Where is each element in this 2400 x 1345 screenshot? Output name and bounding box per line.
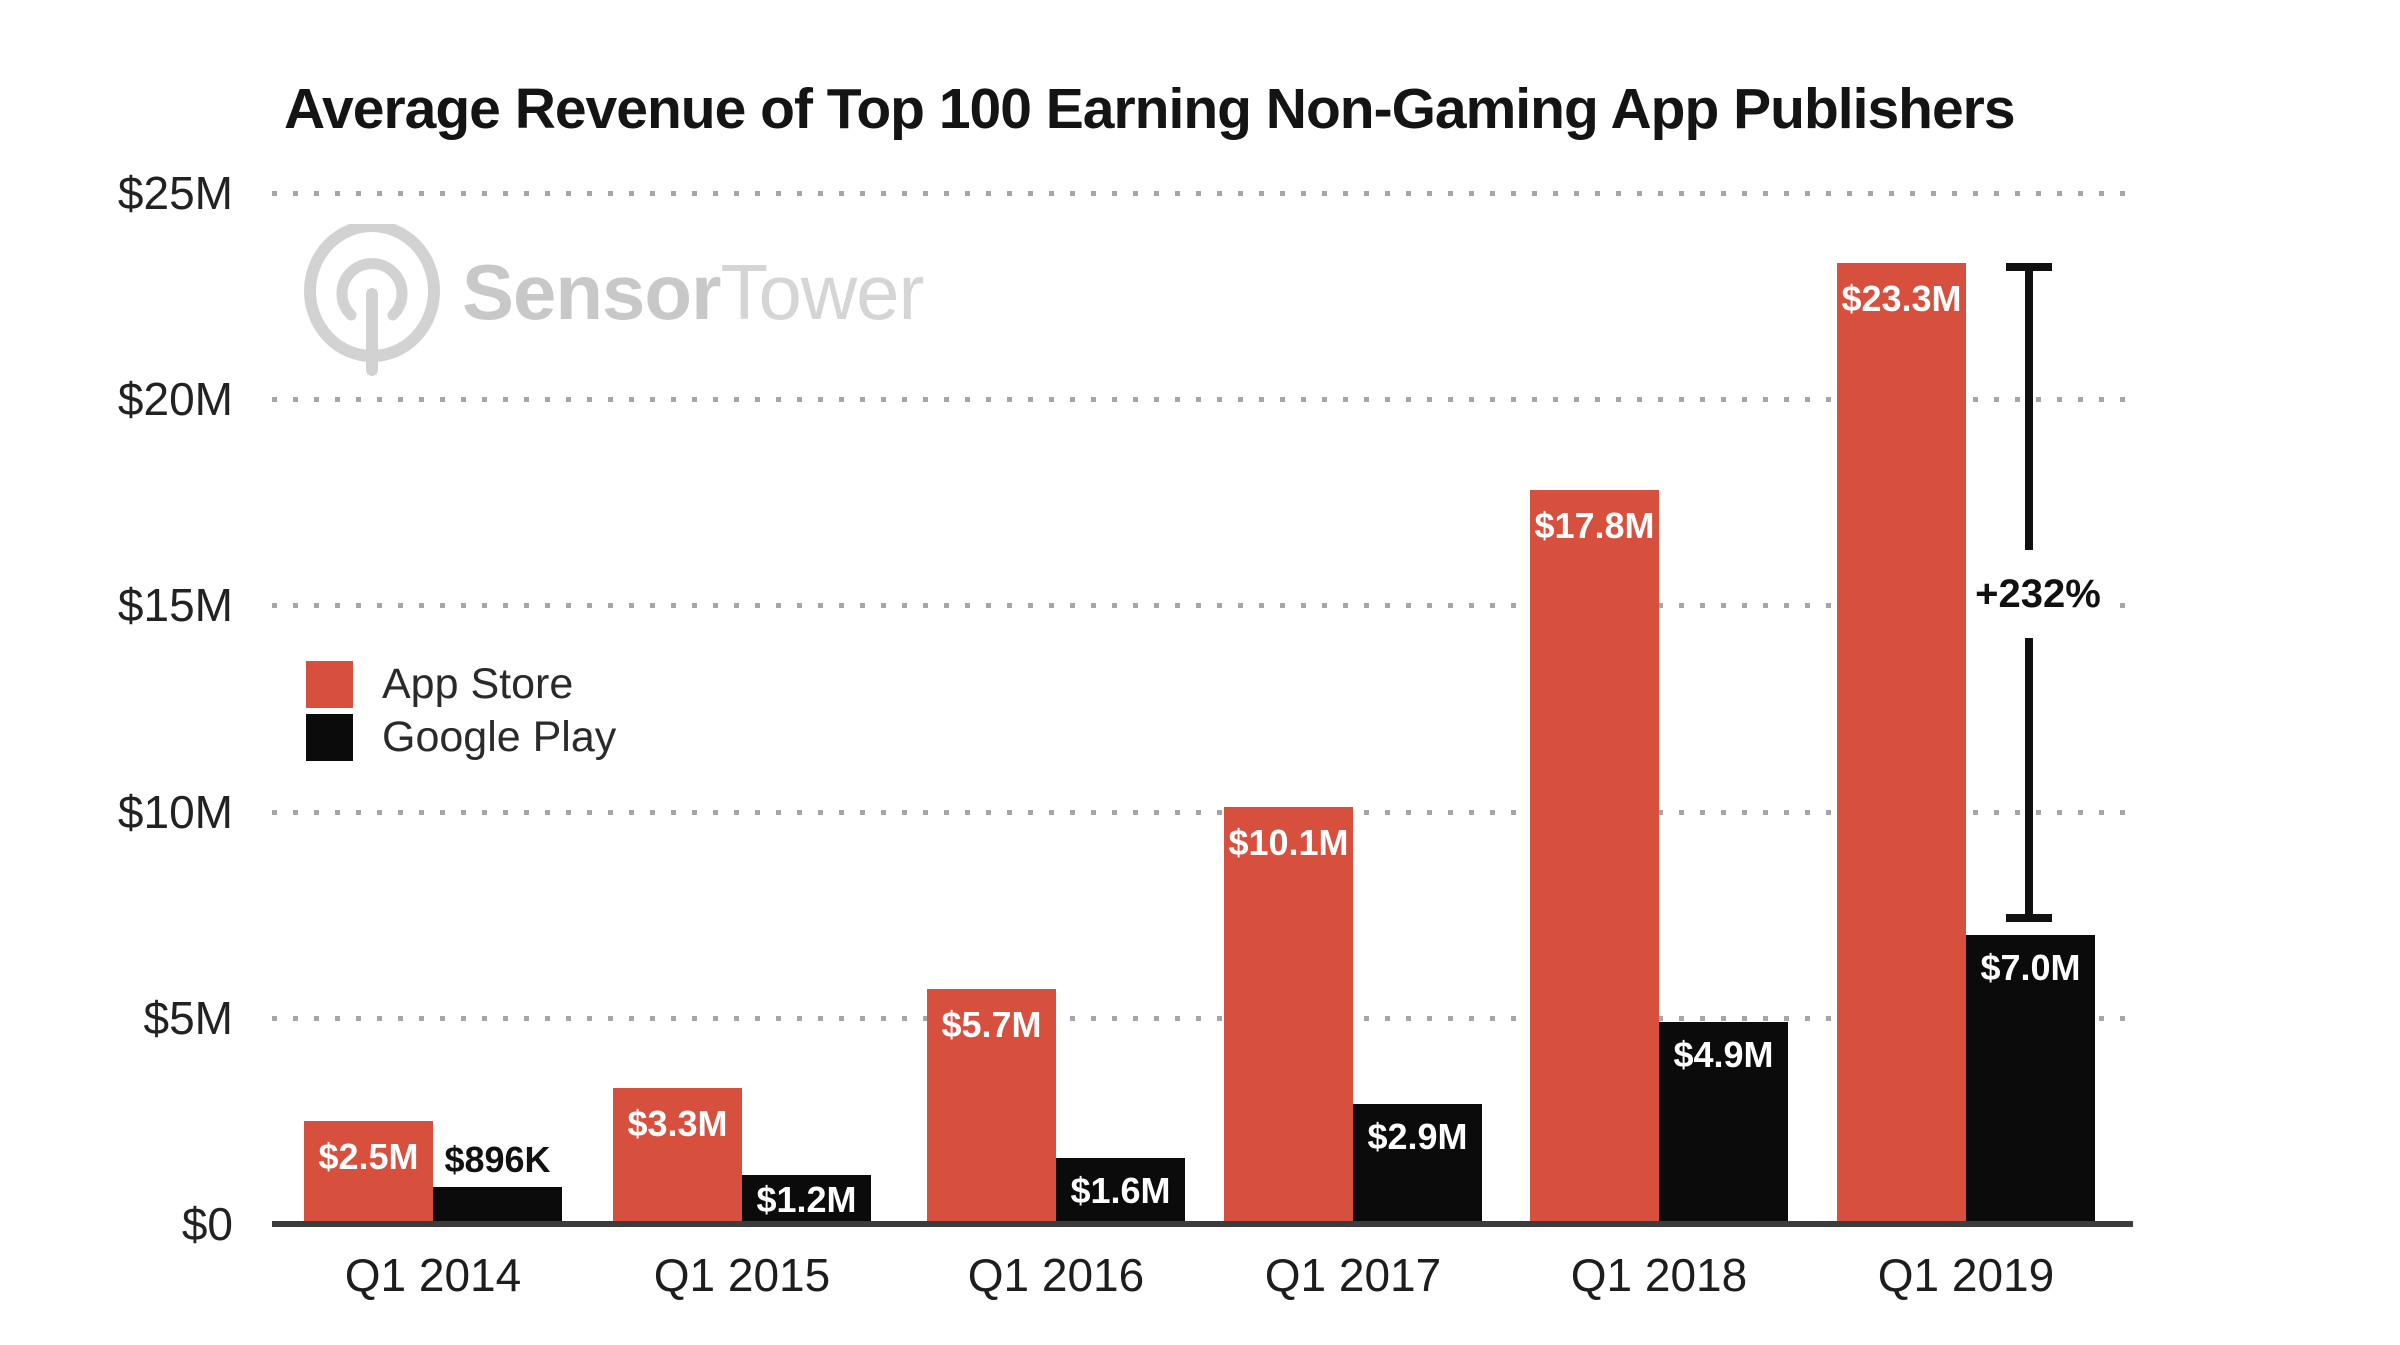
x-tick-label: Q1 2016 — [967, 1249, 1145, 1301]
bar-value-label: $1.6M — [1070, 1170, 1171, 1212]
x-axis-line — [272, 1221, 2133, 1227]
bar-app-store — [304, 1120, 433, 1224]
bar-app-store — [1224, 807, 1353, 1224]
legend: App Store Google Play — [306, 660, 617, 761]
sensortower-logo-icon — [304, 224, 440, 376]
chart-title: Average Revenue of Top 100 Earning Non-G… — [284, 77, 2016, 141]
bar-google-play — [433, 1187, 562, 1224]
y-tick-label: $0 — [181, 1198, 233, 1250]
bar-value-label: $3.3M — [627, 1102, 728, 1144]
y-tick-label: $25M — [117, 167, 233, 219]
bar-google-play — [1056, 1158, 1185, 1224]
y-tick-label: $10M — [117, 785, 233, 838]
wordmark-tower: Tower — [720, 248, 924, 336]
bar-value-label: $2.5M — [318, 1135, 419, 1177]
gridline — [272, 191, 2133, 196]
y-tick-label: $15M — [117, 579, 233, 632]
y-tick-label: $5M — [143, 991, 233, 1044]
gridline — [272, 397, 2133, 403]
bracket-lower-line — [2025, 638, 2033, 918]
bar-value-label: $7.0M — [1980, 947, 2081, 989]
bar-app-store — [1837, 263, 1966, 1224]
legend-swatch-google-play — [306, 714, 353, 761]
x-tick-label: Q1 2018 — [1570, 1249, 1748, 1301]
bar-value-label: $896K — [444, 1139, 551, 1181]
bar-value-label: $1.2M — [756, 1179, 857, 1221]
legend-label: Google Play — [382, 713, 617, 761]
bar-value-label: $2.9M — [1367, 1116, 1468, 1158]
legend-label: App Store — [382, 660, 574, 708]
x-tick-label: Q1 2019 — [1877, 1249, 2055, 1301]
bracket-bottom-cap — [2006, 914, 2052, 922]
gridline — [272, 603, 2133, 609]
legend-swatch-app-store — [306, 661, 353, 708]
x-tick-label: Q1 2014 — [344, 1249, 522, 1301]
sensortower-wordmark: SensorTower — [462, 247, 925, 338]
bar-app-store — [927, 988, 1056, 1224]
bar-value-label: $17.8M — [1534, 504, 1655, 546]
y-tick-label: $20M — [117, 373, 233, 426]
bar-value-label: $4.9M — [1673, 1033, 1774, 1075]
bar-value-label: $5.7M — [941, 1003, 1042, 1045]
bar-google-play — [1353, 1104, 1482, 1224]
bar-google-play — [1966, 935, 2095, 1224]
bar-google-play — [1659, 1021, 1788, 1224]
growth-annotation: +232% — [1888, 572, 2188, 616]
bar-app-store — [1530, 489, 1659, 1224]
gridline — [272, 809, 2133, 815]
bar-app-store — [613, 1087, 742, 1224]
bar-value-label: $10.1M — [1228, 822, 1349, 864]
bar-value-label: $23.3M — [1841, 278, 1962, 320]
x-tick-label: Q1 2017 — [1264, 1249, 1442, 1301]
bracket-upper-line — [2025, 263, 2033, 550]
gridline — [272, 1015, 2133, 1021]
bar-google-play — [742, 1174, 871, 1224]
legend-row: App Store — [306, 660, 616, 708]
x-tick-label: Q1 2015 — [653, 1249, 831, 1301]
wordmark-sensor: Sensor — [462, 248, 721, 336]
legend-row: Google Play — [306, 713, 617, 761]
